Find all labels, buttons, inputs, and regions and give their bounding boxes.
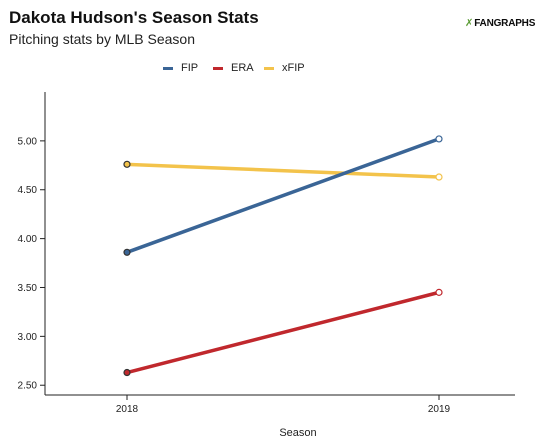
legend-label-xfip: xFIP [282,62,305,74]
fangraphs-logo[interactable]: ✗FANGRAPHS [465,18,535,29]
legend-item-fip[interactable]: FIP [163,62,198,74]
y-tick-label: 2.50 [18,381,38,392]
series-era [123,288,443,377]
legend-item-era[interactable]: ERA [213,62,254,74]
y-tick-label: 4.50 [18,185,38,196]
x-tick-label: 2019 [428,404,451,415]
y-tick-label: 3.50 [18,283,38,294]
y-tick-label: 3.00 [18,332,38,343]
y-tick-label: 5.00 [18,136,38,147]
data-point-xfip [435,173,443,181]
series-line-xfip [125,162,441,179]
legend-item-xfip[interactable]: xFIP [264,62,305,74]
logo-text: FANGRAPHS [474,18,536,29]
x-axis-label: Season [279,427,316,439]
data-point-xfip [123,160,131,168]
data-point-fip [123,248,131,256]
y-tick-label: 4.00 [18,234,38,245]
legend-label-era: ERA [231,62,254,74]
legend-label-fip: FIP [181,62,199,74]
data-point-fip [435,135,443,143]
series-line-era [125,290,441,375]
data-point-era [435,288,443,296]
data-point-era [123,368,131,377]
x-tick-label: 2018 [116,404,139,415]
series-xfip [123,160,443,181]
legend-swatch-era [213,66,223,70]
series-fip [123,135,443,256]
fangraphs-mark-icon: ✗ [465,18,474,29]
series-layer [123,135,443,377]
legend-swatch-xfip [264,66,274,70]
series-line-fip [125,137,441,255]
chart-subtitle: Pitching stats by MLB Season [9,31,195,47]
legend-swatch-fip [163,66,173,70]
legend: FIP ERA xFIP [0,62,547,78]
chart-title: Dakota Hudson's Season Stats [9,8,259,27]
axes: 2.50 3.00 3.50 4.00 4.50 5.00 2018 2019 Season [18,92,515,439]
